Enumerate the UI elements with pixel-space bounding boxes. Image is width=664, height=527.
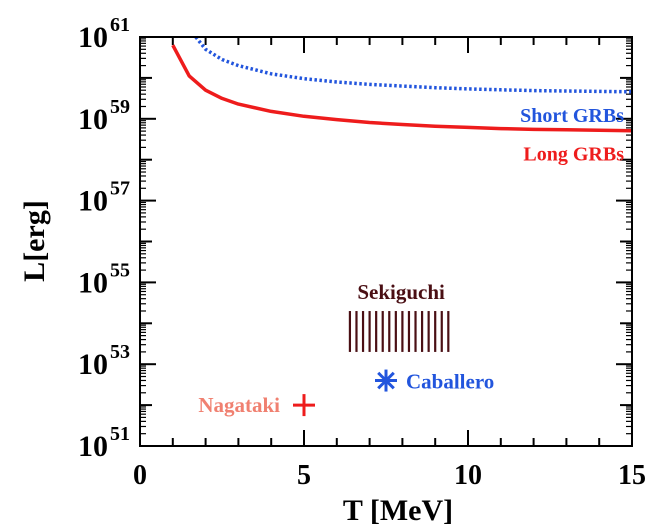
x-tick-label: 10 xyxy=(454,460,482,491)
point-marker-asterisk xyxy=(377,371,395,390)
markers-layer xyxy=(293,311,450,417)
y-axis-title: L[erg] xyxy=(18,200,51,282)
y-tick-exponent: 61 xyxy=(110,14,130,36)
point-label: Caballero xyxy=(406,370,494,394)
plot-frame xyxy=(139,36,633,447)
series-layer xyxy=(171,35,633,133)
x-tick-label: 0 xyxy=(133,460,147,491)
y-tick-label: 10 xyxy=(78,103,108,136)
series-long-grbs xyxy=(171,44,633,133)
x-axis-title: T [MeV] xyxy=(343,494,453,527)
y-tick-exponent: 59 xyxy=(110,96,130,118)
y-tick-label: 10 xyxy=(78,185,108,218)
y-tick-exponent: 57 xyxy=(110,178,130,200)
y-tick-label: 10 xyxy=(78,348,108,381)
y-tick-label: 10 xyxy=(78,21,108,54)
x-tick-label: 5 xyxy=(297,460,311,491)
x-tick-label: 15 xyxy=(618,460,646,491)
series-label: Long GRBs xyxy=(523,144,624,166)
y-tick-exponent: 51 xyxy=(110,423,130,445)
region-label: Sekiguchi xyxy=(357,280,445,304)
series-label: Short GRBs xyxy=(520,105,624,127)
y-tick-label: 10 xyxy=(78,266,108,299)
y-tick-exponent: 53 xyxy=(110,341,130,363)
point-label: Nagataki xyxy=(198,393,280,417)
y-tick-label: 10 xyxy=(78,430,108,463)
y-tick-exponent: 55 xyxy=(110,259,130,281)
series-short-grbs xyxy=(194,35,633,94)
